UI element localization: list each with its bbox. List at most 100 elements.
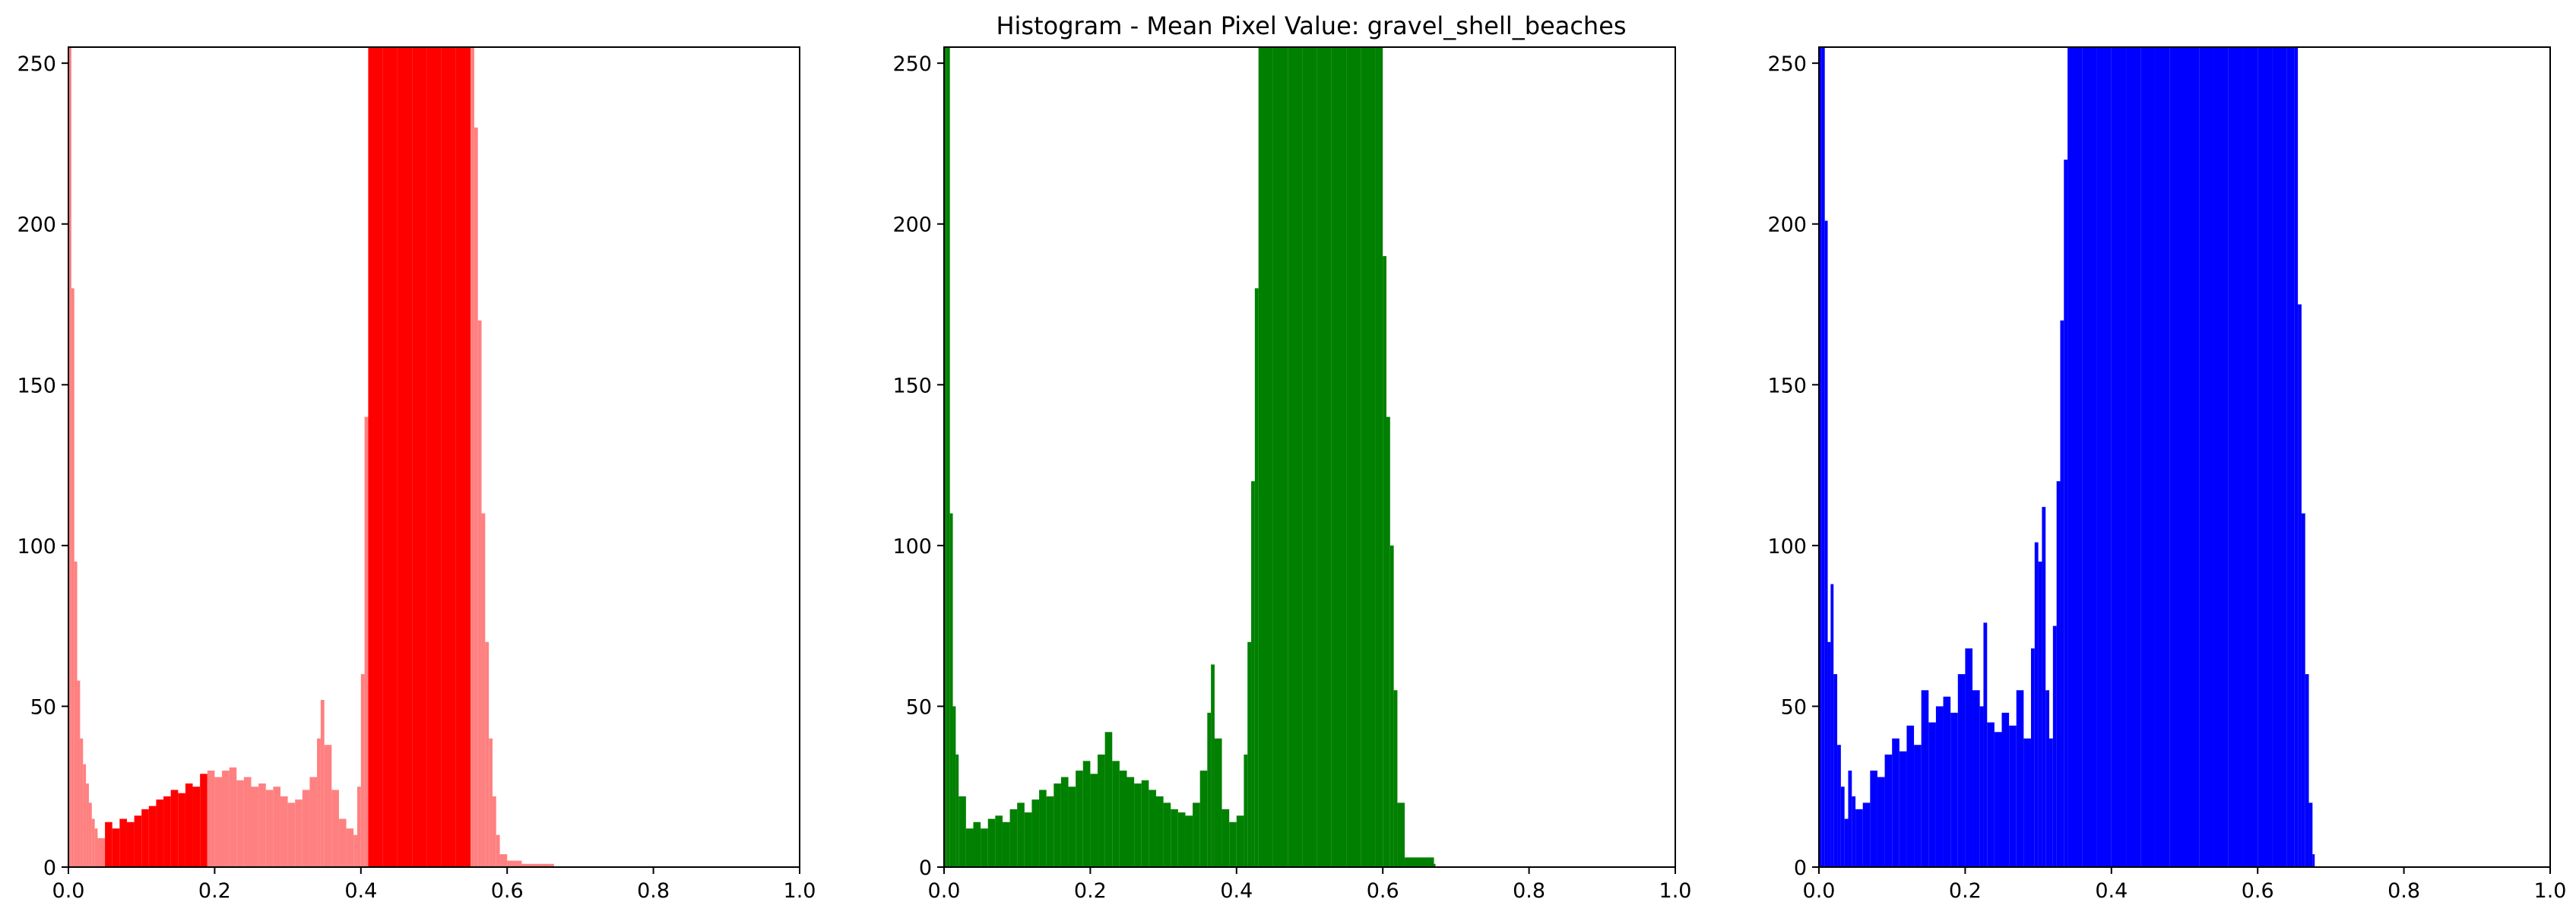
blue-histogram-bar [2067, 47, 2083, 867]
red-histogram-bar [280, 796, 288, 867]
blue-histogram-bar [2038, 562, 2042, 867]
green-y-tick-label: 200 [892, 214, 932, 237]
green-histogram-bar [1383, 256, 1387, 868]
red-histogram-bar [364, 416, 369, 867]
green-histogram-bar [1177, 812, 1186, 867]
green-histogram-bar [952, 706, 956, 867]
blue-histogram-bar [2286, 47, 2295, 867]
blue-histogram-bar [2169, 47, 2185, 867]
red-x-tick-label: 0.8 [637, 879, 670, 903]
red-histogram-bar [474, 127, 478, 868]
green-histogram-bar [1149, 790, 1156, 867]
blue-histogram-bar [2199, 47, 2214, 867]
red-histogram-bar [163, 796, 171, 867]
blue-histogram-bar [1852, 796, 1856, 867]
green-y-tick-label: 0 [919, 856, 932, 880]
green-histogram-bar [944, 47, 947, 867]
red-histogram-bar [71, 288, 74, 868]
red-histogram-bar [302, 790, 310, 867]
green-histogram-bar [1272, 47, 1288, 867]
blue-histogram-bar [1979, 706, 1984, 867]
blue-histogram-bar [1943, 696, 1951, 867]
blue-histogram-bar [1819, 47, 1822, 867]
green-histogram-bar [1244, 754, 1248, 867]
red-x-tick-label: 0.0 [52, 879, 85, 903]
green-histogram-bar [1229, 821, 1237, 867]
blue-histogram-bar [1987, 722, 1995, 867]
green-histogram-bar [1046, 796, 1054, 867]
blue-histogram-bar [1855, 809, 1863, 867]
blue-histogram-bar [1848, 771, 1852, 867]
red-histogram-bar [192, 787, 201, 867]
green-histogram-bar [1247, 641, 1252, 867]
green-histogram-bar [1119, 771, 1127, 867]
green-histogram-bar [1288, 47, 1303, 867]
red-x-tick-label: 1.0 [784, 879, 816, 903]
blue-x-tick-label: 0.0 [1803, 879, 1836, 903]
red-histogram-bar [251, 787, 259, 867]
blue-histogram-bar [2001, 712, 2010, 867]
blue-histogram-bar [2305, 674, 2309, 867]
green-histogram-bar [1031, 799, 1040, 867]
red-histogram-bar [471, 47, 474, 867]
red-histogram-bar [156, 799, 164, 867]
green-x-tick-label: 0.8 [1513, 879, 1545, 903]
blue-y-tick-label: 50 [1781, 695, 1807, 719]
red-histogram-bar [492, 796, 496, 867]
red-histogram-bar [320, 699, 325, 867]
blue-histogram-bar [1983, 622, 1988, 867]
blue-histogram-bar [2052, 625, 2057, 867]
blue-x-tick-label: 1.0 [2534, 879, 2567, 903]
red-histogram-bar [68, 47, 71, 867]
histogram-green-panel: 0.0 0.2 0.4 0.6 0.8 1.0 0 50 100 150 200 250 [892, 46, 1691, 903]
green-x-tick-label: 0.2 [1074, 879, 1107, 903]
green-histogram-bar [1302, 47, 1317, 867]
red-histogram-bar [105, 821, 112, 867]
red-histogram-bar [368, 47, 383, 867]
blue-histogram-bar [1877, 777, 1885, 867]
green-histogram-bar [1082, 761, 1091, 867]
red-histogram-bar [346, 828, 354, 867]
blue-histogram-bar [2082, 47, 2097, 867]
blue-histogram-bar [1957, 674, 1966, 867]
red-histogram-bar [412, 47, 427, 867]
green-histogram-bar [1171, 809, 1178, 867]
red-histogram-bar [207, 771, 215, 867]
blue-y-tick-label: 200 [1767, 214, 1807, 237]
green-histogram-bar [1258, 47, 1273, 867]
blue-histogram-bar [2140, 47, 2156, 867]
red-x-tick-label: 0.2 [198, 879, 231, 903]
blue-y-tick-label: 250 [1767, 52, 1807, 76]
red-histogram-bar [222, 771, 230, 867]
green-y-tick-label: 150 [892, 374, 932, 397]
blue-y-tick-label: 150 [1767, 374, 1807, 397]
red-histogram-bar [112, 828, 120, 867]
green-y-tick-label: 100 [892, 535, 932, 559]
blue-histogram-bar [1870, 771, 1877, 867]
green-histogram-bar [1331, 47, 1347, 867]
green-histogram-bar [949, 513, 953, 867]
blue-histogram-bar [2042, 507, 2046, 867]
red-histogram-bar [521, 863, 551, 867]
blue-histogram-bar [1821, 47, 1825, 867]
blue-histogram-bar [1928, 722, 1936, 867]
green-y-tick-label: 50 [906, 695, 932, 719]
red-histogram-bar [550, 863, 554, 867]
green-histogram-bar [1434, 863, 1436, 867]
green-histogram-bar [1254, 288, 1259, 868]
blue-x-tick-label: 0.4 [2095, 879, 2128, 903]
red-y-tick-label: 250 [17, 52, 56, 76]
blue-histogram-bar [2312, 854, 2315, 867]
red-histogram-bar [243, 777, 252, 867]
red-y-tick-label: 200 [17, 214, 56, 237]
green-histogram-bar [1185, 815, 1193, 867]
blue-x-tick-label: 0.6 [2242, 879, 2274, 903]
blue-histogram-bar [2009, 725, 2017, 867]
red-histogram-bar [83, 764, 87, 867]
blue-histogram-bar [1827, 641, 1831, 867]
blue-histogram-bar [2064, 160, 2068, 868]
green-histogram-bar [987, 818, 996, 867]
red-histogram-bar [496, 834, 500, 867]
blue-histogram-bar [2096, 47, 2112, 867]
red-histogram-bar [265, 790, 274, 867]
